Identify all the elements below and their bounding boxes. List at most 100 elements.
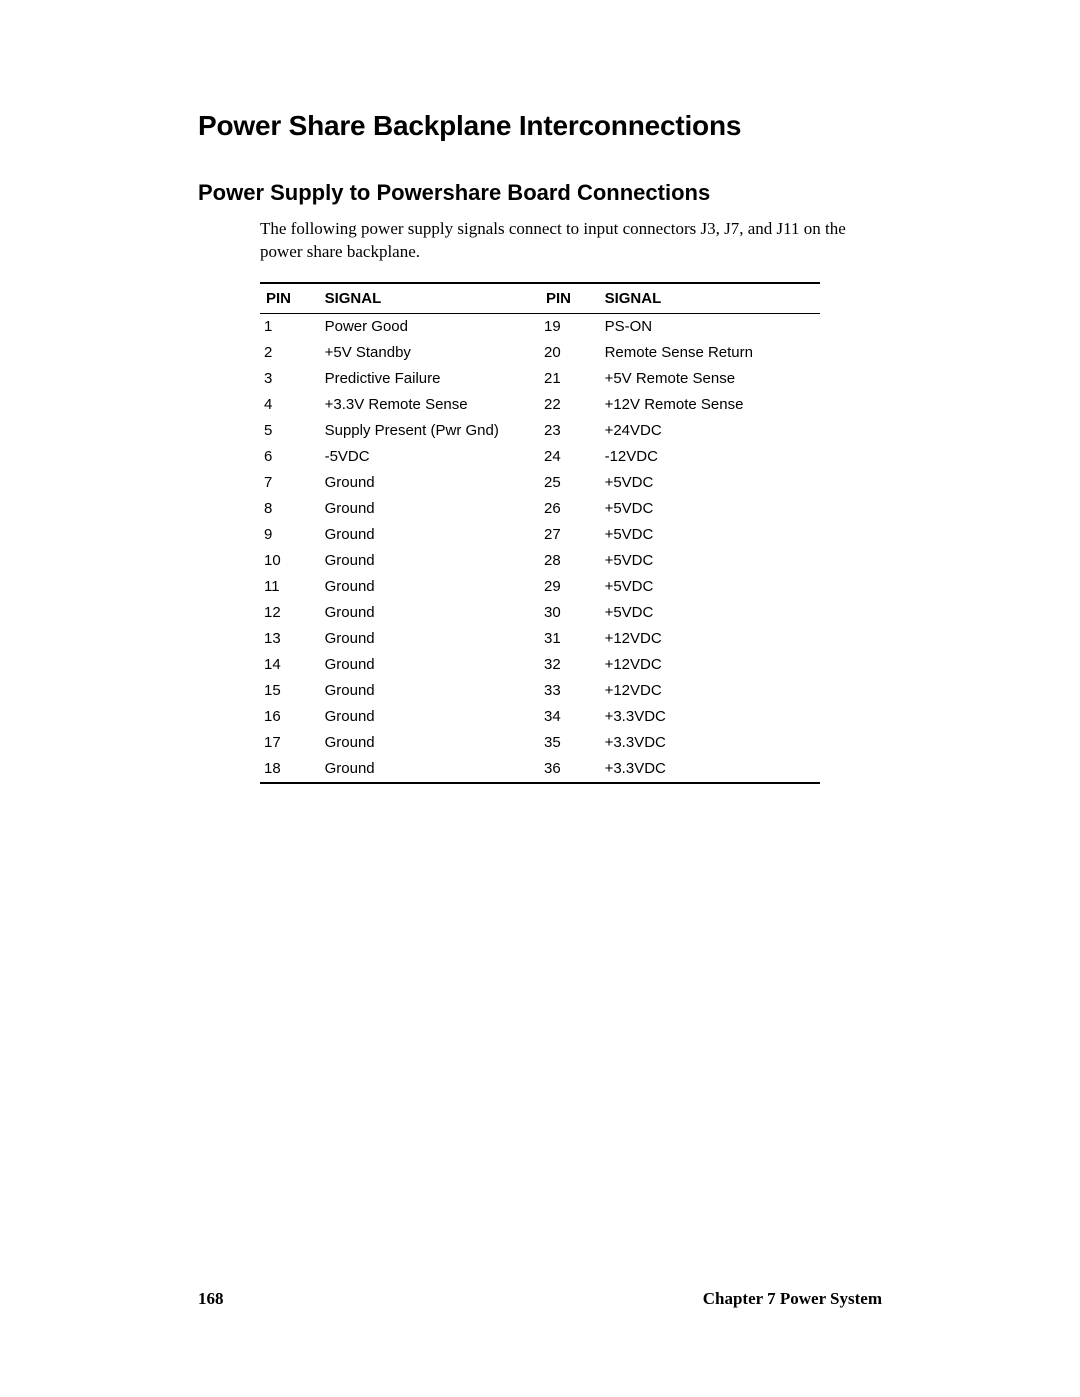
cell-pin: 15 [260,678,321,704]
body-paragraph: The following power supply signals conne… [198,218,882,264]
table-row: 17Ground35+3.3VDC [260,730,820,756]
header-signal2: SIGNAL [601,283,820,314]
cell-pin2: 34 [540,704,601,730]
cell-signal2: +5VDC [601,574,820,600]
cell-pin: 9 [260,522,321,548]
cell-signal: Ground [321,548,540,574]
cell-signal: Power Good [321,313,540,340]
cell-signal2: +5VDC [601,522,820,548]
cell-signal: Ground [321,496,540,522]
table-row: 13Ground31+12VDC [260,626,820,652]
table-row: 8Ground26+5VDC [260,496,820,522]
cell-signal2: +24VDC [601,418,820,444]
cell-signal: Supply Present (Pwr Gnd) [321,418,540,444]
table-row: 16Ground34+3.3VDC [260,704,820,730]
cell-signal2: +3.3VDC [601,756,820,783]
page-number: 168 [198,1289,224,1309]
cell-pin: 2 [260,340,321,366]
table-row: 2+5V Standby20Remote Sense Return [260,340,820,366]
table-row: 11Ground29+5VDC [260,574,820,600]
cell-pin: 17 [260,730,321,756]
cell-signal2: +12VDC [601,626,820,652]
cell-signal: Ground [321,574,540,600]
cell-signal2: +5VDC [601,600,820,626]
cell-pin: 16 [260,704,321,730]
table-row: 6-5VDC24-12VDC [260,444,820,470]
cell-pin2: 26 [540,496,601,522]
cell-signal2: +3.3VDC [601,730,820,756]
cell-pin: 6 [260,444,321,470]
cell-signal: Ground [321,470,540,496]
table-row: 4+3.3V Remote Sense22+12V Remote Sense [260,392,820,418]
cell-signal2: +12V Remote Sense [601,392,820,418]
cell-pin: 13 [260,626,321,652]
header-signal: SIGNAL [321,283,540,314]
heading-1: Power Share Backplane Interconnections [198,110,882,142]
table-row: 12Ground30+5VDC [260,600,820,626]
cell-signal2: -12VDC [601,444,820,470]
cell-pin2: 36 [540,756,601,783]
cell-signal: Ground [321,626,540,652]
cell-pin: 10 [260,548,321,574]
cell-pin: 18 [260,756,321,783]
cell-pin2: 25 [540,470,601,496]
cell-signal: Ground [321,522,540,548]
cell-signal2: +5VDC [601,470,820,496]
table-row: 9Ground27+5VDC [260,522,820,548]
table-row: 5Supply Present (Pwr Gnd)23+24VDC [260,418,820,444]
table-row: 18Ground36+3.3VDC [260,756,820,783]
cell-signal: Ground [321,652,540,678]
cell-pin2: 31 [540,626,601,652]
cell-signal2: +12VDC [601,652,820,678]
cell-pin2: 22 [540,392,601,418]
cell-pin2: 32 [540,652,601,678]
cell-pin: 8 [260,496,321,522]
cell-signal2: +5VDC [601,496,820,522]
table-row: 14Ground32+12VDC [260,652,820,678]
page-footer: 168 Chapter 7 Power System [198,1289,882,1309]
cell-signal: Ground [321,704,540,730]
cell-signal2: +12VDC [601,678,820,704]
cell-pin2: 24 [540,444,601,470]
cell-pin2: 27 [540,522,601,548]
cell-pin2: 23 [540,418,601,444]
cell-pin2: 20 [540,340,601,366]
cell-signal: +3.3V Remote Sense [321,392,540,418]
cell-pin2: 29 [540,574,601,600]
table-header-row: PIN SIGNAL PIN SIGNAL [260,283,820,314]
header-pin2: PIN [540,283,601,314]
page: Power Share Backplane Interconnections P… [0,0,1080,1397]
cell-pin2: 28 [540,548,601,574]
table-row: 7Ground25+5VDC [260,470,820,496]
cell-pin2: 30 [540,600,601,626]
cell-signal: Predictive Failure [321,366,540,392]
cell-pin: 5 [260,418,321,444]
chapter-label: Chapter 7 Power System [703,1289,882,1309]
cell-pin: 3 [260,366,321,392]
cell-signal: Ground [321,600,540,626]
cell-pin: 12 [260,600,321,626]
cell-pin2: 33 [540,678,601,704]
table-body: 1Power Good19PS-ON2+5V Standby20Remote S… [260,313,820,783]
cell-signal: Ground [321,678,540,704]
pinout-table: PIN SIGNAL PIN SIGNAL 1Power Good19PS-ON… [260,282,820,784]
cell-signal: +5V Standby [321,340,540,366]
table-row: 1Power Good19PS-ON [260,313,820,340]
cell-signal: Ground [321,730,540,756]
cell-pin: 7 [260,470,321,496]
cell-pin: 11 [260,574,321,600]
cell-signal: Ground [321,756,540,783]
cell-pin2: 19 [540,313,601,340]
table-row: 10Ground28+5VDC [260,548,820,574]
cell-signal2: Remote Sense Return [601,340,820,366]
header-pin: PIN [260,283,321,314]
cell-pin2: 35 [540,730,601,756]
cell-signal2: +3.3VDC [601,704,820,730]
table-row: 15Ground33+12VDC [260,678,820,704]
table-row: 3Predictive Failure21+5V Remote Sense [260,366,820,392]
cell-pin: 14 [260,652,321,678]
cell-signal2: PS-ON [601,313,820,340]
cell-signal2: +5VDC [601,548,820,574]
cell-signal2: +5V Remote Sense [601,366,820,392]
cell-pin: 4 [260,392,321,418]
